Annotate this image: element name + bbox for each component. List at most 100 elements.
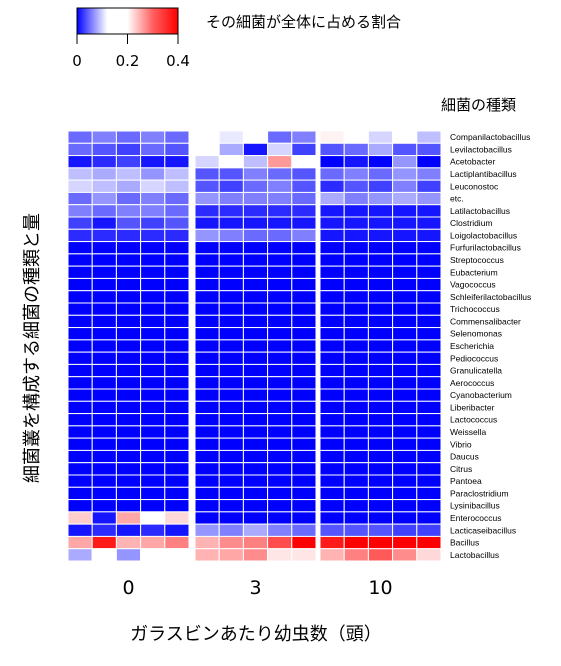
heatmap-cell: [343, 511, 369, 525]
heatmap-cell: [140, 499, 166, 513]
heatmap-cell: [392, 302, 418, 316]
heatmap-cell: [140, 474, 166, 488]
heatmap-cell: [319, 400, 345, 415]
heatmap-cell: [267, 277, 293, 292]
heatmap-cell: [164, 130, 190, 144]
heatmap-cell: [267, 191, 293, 206]
heatmap-cell: [67, 363, 93, 378]
heatmap-cell: [319, 241, 345, 255]
heatmap-cell: [91, 413, 117, 427]
heatmap-cell: [392, 388, 418, 402]
heatmap-cell: [392, 511, 418, 525]
heatmap-cell: [194, 155, 220, 169]
heatmap-cell: [164, 290, 190, 304]
heatmap-cell: [267, 486, 293, 501]
heatmap-cell: [291, 265, 317, 279]
row-label: Granulicatella: [450, 366, 502, 376]
heatmap-cell: [140, 363, 166, 378]
heatmap-cell: [416, 179, 442, 193]
heatmap-cell: [194, 499, 220, 513]
heatmap-cell: [194, 511, 220, 525]
heatmap-cell: [164, 216, 190, 230]
heatmap-cell: [267, 388, 293, 402]
heatmap-cell: [194, 535, 220, 550]
heatmap-cell: [67, 130, 93, 144]
row-label: Daucus: [450, 452, 479, 462]
heatmap-cell: [392, 462, 418, 476]
heatmap-cell: [392, 523, 418, 537]
heatmap-cell: [242, 216, 269, 230]
row-label: Clostridium: [450, 218, 493, 228]
heatmap-cell: [115, 155, 142, 169]
heatmap-cell: [115, 413, 142, 427]
heatmap-cell: [194, 142, 220, 157]
heatmap-cell: [194, 339, 220, 353]
heatmap-cell: [242, 437, 269, 451]
row-label: Loigolactobacillus: [450, 230, 517, 240]
heatmap-cell: [367, 548, 394, 562]
row-label: Citrus: [450, 464, 472, 474]
heatmap-cell: [242, 191, 269, 206]
heatmap-cell: [343, 253, 369, 267]
heatmap-cell: [267, 499, 293, 513]
heatmap-cell: [115, 425, 142, 439]
row-label: Enterococcus: [450, 513, 502, 523]
heatmap-cell: [67, 179, 93, 193]
heatmap-cell: [242, 339, 269, 353]
heatmap-cell: [392, 413, 418, 427]
row-label: Weissella: [450, 427, 486, 437]
heatmap-cell: [392, 449, 418, 464]
heatmap-cell: [367, 327, 394, 341]
heatmap-cell: [140, 167, 166, 181]
heatmap-cell: [291, 499, 317, 513]
heatmap-cell: [267, 449, 293, 464]
heatmap-cell: [242, 265, 269, 279]
heatmap-cell: [343, 425, 369, 439]
heatmap-cell: [367, 302, 394, 316]
heatmap-cell: [91, 265, 117, 279]
heatmap-cell: [115, 462, 142, 476]
heatmap-cell: [291, 523, 317, 537]
heatmap-cell: [140, 290, 166, 304]
heatmap-cell: [416, 265, 442, 279]
heatmap-cell: [91, 228, 117, 243]
heatmap-cell: [115, 191, 142, 206]
heatmap-cell: [392, 191, 418, 206]
heatmap-cell: [343, 499, 369, 513]
heatmap-cell: [194, 388, 220, 402]
heatmap-cell: [416, 339, 442, 353]
heatmap-cell: [242, 277, 269, 292]
heatmap-cell: [267, 413, 293, 427]
heatmap-cell: [67, 290, 93, 304]
heatmap-cell: [319, 437, 345, 451]
heatmap-cell: [291, 277, 317, 292]
heatmap-cell: [140, 339, 166, 353]
heatmap-cell: [367, 351, 394, 365]
heatmap-cell: [140, 327, 166, 341]
heatmap-cell: [416, 314, 442, 329]
heatmap-cell: [194, 130, 220, 144]
heatmap-cell: [140, 179, 166, 193]
heatmap-cell: [319, 142, 345, 157]
heatmap-cell: [416, 376, 442, 390]
row-label: Pediococcus: [450, 353, 498, 363]
heatmap-cell: [267, 462, 293, 476]
heatmap-cell: [115, 363, 142, 378]
row-label: Trichococcus: [450, 304, 500, 314]
heatmap-cell: [164, 351, 190, 365]
heatmap-cell: [194, 376, 220, 390]
heatmap-cell: [218, 413, 244, 427]
heatmap-cell: [91, 462, 117, 476]
heatmap-cell: [140, 535, 166, 550]
heatmap-cell: [367, 130, 394, 144]
heatmap-cell: [343, 265, 369, 279]
heatmap-cell: [319, 216, 345, 230]
heatmap-cell: [115, 216, 142, 230]
heatmap-cell: [115, 449, 142, 464]
heatmap-cell: [115, 179, 142, 193]
heatmap-cell: [242, 314, 269, 329]
heatmap-cell: [140, 437, 166, 451]
row-label: Pantoea: [450, 476, 482, 486]
heatmap-cell: [164, 167, 190, 181]
